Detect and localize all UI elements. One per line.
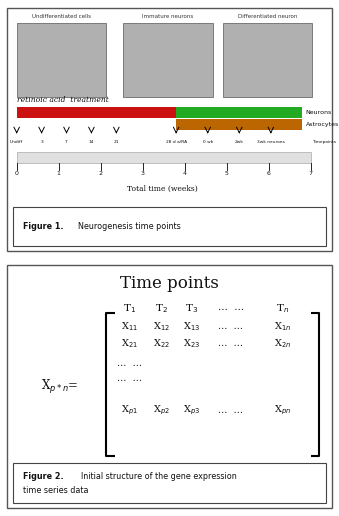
Text: 28 d a/RA: 28 d a/RA — [165, 140, 187, 144]
FancyBboxPatch shape — [17, 152, 311, 163]
FancyBboxPatch shape — [17, 23, 106, 97]
Text: Time points: Time points — [120, 276, 219, 293]
Text: X$_{2n}$: X$_{2n}$ — [274, 337, 291, 350]
FancyBboxPatch shape — [176, 107, 302, 118]
Text: X$_{1n}$: X$_{1n}$ — [274, 320, 291, 333]
Text: Figure 1.: Figure 1. — [23, 222, 64, 231]
Text: ...  ...: ... ... — [117, 359, 142, 368]
Text: 3: 3 — [40, 140, 43, 144]
Text: 0 wk: 0 wk — [203, 140, 213, 144]
FancyBboxPatch shape — [123, 23, 213, 97]
Text: 3: 3 — [141, 171, 145, 176]
FancyBboxPatch shape — [223, 23, 312, 97]
Text: 21: 21 — [114, 140, 119, 144]
Text: Immature neurons: Immature neurons — [142, 14, 194, 19]
Text: retinoic acid  treatment: retinoic acid treatment — [17, 96, 108, 104]
Text: T$_2$: T$_2$ — [155, 302, 167, 315]
FancyBboxPatch shape — [7, 265, 332, 508]
Text: T$_3$: T$_3$ — [184, 302, 198, 315]
Text: ...  ...: ... ... — [218, 406, 243, 415]
Text: ...  ...: ... ... — [218, 339, 243, 348]
FancyBboxPatch shape — [13, 207, 326, 246]
FancyBboxPatch shape — [176, 119, 302, 131]
Text: Astrocytes: Astrocytes — [306, 122, 339, 127]
Text: Timepoints: Timepoints — [312, 140, 336, 144]
Text: 2: 2 — [99, 171, 103, 176]
Text: 0: 0 — [15, 171, 19, 176]
Text: X$_{12}$: X$_{12}$ — [153, 320, 170, 333]
Text: ...  ...: ... ... — [218, 302, 244, 312]
Text: X$_{21}$: X$_{21}$ — [121, 337, 138, 350]
Text: 1: 1 — [57, 171, 61, 176]
Text: Differentiated neuron: Differentiated neuron — [238, 14, 297, 19]
Text: T$_1$: T$_1$ — [123, 302, 136, 315]
FancyBboxPatch shape — [7, 8, 332, 251]
Text: 4: 4 — [183, 171, 187, 176]
Text: Neurons: Neurons — [306, 110, 332, 115]
Text: Figure 2.: Figure 2. — [23, 472, 64, 481]
Text: 5: 5 — [225, 171, 228, 176]
Text: ...  ...: ... ... — [117, 374, 142, 383]
Text: ...  ...: ... ... — [218, 321, 243, 331]
Text: X$_{23}$: X$_{23}$ — [182, 337, 200, 350]
Text: X$_{13}$: X$_{13}$ — [182, 320, 200, 333]
FancyBboxPatch shape — [13, 462, 326, 504]
Text: 2wk: 2wk — [235, 140, 244, 144]
Text: Undiff: Undiff — [10, 140, 23, 144]
Text: 3wk neurons: 3wk neurons — [257, 140, 285, 144]
Text: Initial structure of the gene expression: Initial structure of the gene expression — [77, 472, 237, 481]
Text: X$_{11}$: X$_{11}$ — [121, 320, 138, 333]
FancyBboxPatch shape — [17, 107, 176, 118]
Text: 7: 7 — [65, 140, 68, 144]
Text: X$_{p3}$: X$_{p3}$ — [182, 404, 200, 417]
Text: 14: 14 — [89, 140, 94, 144]
Text: Total time (weeks): Total time (weeks) — [127, 185, 198, 193]
Text: 6: 6 — [267, 171, 271, 176]
Text: X$_{p1}$: X$_{p1}$ — [121, 404, 138, 417]
Text: time series data: time series data — [23, 486, 89, 495]
Text: X$_{p2}$: X$_{p2}$ — [153, 404, 170, 417]
Text: T$_n$: T$_n$ — [276, 302, 289, 315]
Text: Undifferentiated cells: Undifferentiated cells — [32, 14, 91, 19]
Text: X$_{22}$: X$_{22}$ — [153, 337, 170, 350]
Text: X$_{pn}$: X$_{pn}$ — [274, 404, 291, 417]
Text: 7: 7 — [309, 171, 313, 176]
Text: X$_{p*n}$=: X$_{p*n}$= — [41, 378, 78, 396]
Text: Neurogenesis time points: Neurogenesis time points — [73, 222, 181, 231]
